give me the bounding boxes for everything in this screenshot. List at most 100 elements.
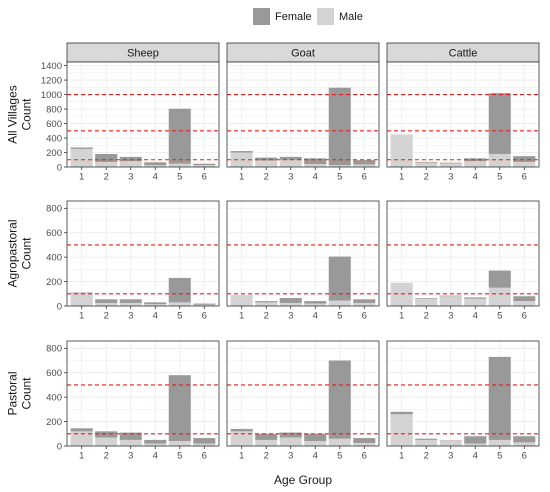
bar-male — [144, 165, 167, 167]
x-tick-label: 3 — [288, 311, 293, 322]
x-tick-label: 6 — [362, 451, 367, 462]
panel-sheep: 1 2 3 4 5 6 — [66, 340, 220, 462]
bar-female — [464, 158, 487, 162]
bar-female — [353, 438, 376, 443]
bar-female — [464, 297, 487, 299]
bar-male — [279, 159, 302, 167]
x-tick-label: 4 — [313, 451, 318, 462]
facet-grid: All VillagesCount02004006008001000120014… — [6, 42, 540, 462]
y-tick-label: 0 — [57, 301, 62, 312]
row-label: AgropastoralCount — [6, 219, 34, 287]
x-tick-label: 5 — [177, 172, 182, 183]
x-tick-label: 2 — [424, 172, 429, 183]
x-tick-label: 5 — [497, 311, 502, 322]
x-tick-label: 2 — [424, 451, 429, 462]
bar-male — [353, 442, 376, 446]
x-tick-label: 6 — [522, 451, 527, 462]
x-tick-label: 2 — [104, 311, 109, 322]
plot-background — [227, 341, 379, 446]
x-tick-label: 1 — [399, 311, 404, 322]
bar-female — [95, 153, 118, 162]
panel-cattle: Cattle 1 2 3 4 5 6 — [386, 42, 540, 183]
bar-male — [415, 162, 438, 167]
plot-background — [67, 201, 219, 306]
bar-female — [353, 299, 376, 303]
x-tick-label: 4 — [313, 311, 318, 322]
x-tick-label: 6 — [202, 172, 207, 183]
x-tick-label: 1 — [79, 172, 84, 183]
panel-border — [386, 200, 540, 307]
bar-male — [230, 431, 253, 446]
panel-border — [226, 61, 380, 168]
bar-male — [353, 164, 376, 167]
y-tick-label: 200 — [46, 277, 62, 288]
x-tick-label: 6 — [202, 311, 207, 322]
bar-male — [230, 295, 253, 306]
panel-border — [66, 61, 220, 168]
x-tick-label: 5 — [497, 172, 502, 183]
x-tick-label: 6 — [202, 451, 207, 462]
x-tick-label: 5 — [177, 311, 182, 322]
x-tick-label: 2 — [264, 451, 269, 462]
x-tick-label: 1 — [79, 451, 84, 462]
x-tick-label: 4 — [473, 172, 478, 183]
bar-female — [119, 432, 142, 440]
bar-female — [279, 298, 302, 303]
x-axis-title: Age Group — [274, 473, 332, 487]
bar-male — [390, 414, 413, 446]
bar-male — [144, 304, 167, 306]
bar-male — [70, 148, 93, 167]
x-tick-label: 3 — [448, 172, 453, 183]
panel-cattle: 1 2 3 4 5 6 — [386, 340, 540, 462]
bar-female — [168, 375, 191, 442]
y-tick-label: 600 — [46, 368, 62, 379]
x-tick-label: 1 — [239, 172, 244, 183]
bar-female — [255, 433, 278, 440]
legend: Female Male — [253, 8, 363, 25]
y-tick-label: 800 — [46, 104, 62, 115]
bar-female — [513, 436, 536, 443]
bar-female — [328, 87, 351, 166]
panel-border — [66, 200, 220, 307]
bar-female — [304, 301, 327, 304]
legend-swatch-female — [253, 8, 270, 25]
strip-label: Cattle — [449, 48, 478, 60]
bar-male — [95, 161, 118, 167]
bar-female — [144, 162, 167, 166]
bar-male — [70, 431, 93, 446]
x-tick-label: 2 — [264, 311, 269, 322]
bar-female — [513, 296, 536, 302]
bar-female — [279, 432, 302, 438]
x-tick-label: 1 — [239, 311, 244, 322]
bar-male — [439, 441, 462, 446]
row-label: All VillagesCount — [6, 85, 34, 143]
y-tick-label: 600 — [46, 228, 62, 239]
bar-female — [119, 156, 142, 162]
panel-border — [66, 340, 220, 447]
bar-female — [193, 163, 216, 166]
x-tick-label: 3 — [128, 172, 133, 183]
bar-female — [353, 160, 376, 165]
bar-male — [439, 296, 462, 306]
bar-male — [193, 304, 216, 306]
bar-female — [255, 301, 278, 303]
bar-female — [168, 108, 191, 164]
bar-female — [193, 438, 216, 444]
bar-male — [119, 161, 142, 167]
bar-female — [439, 295, 462, 297]
bar-female — [119, 299, 142, 303]
bar-female — [70, 428, 93, 432]
bar-female — [328, 360, 351, 439]
bar-female — [144, 439, 167, 444]
x-tick-label: 2 — [104, 451, 109, 462]
x-tick-label: 1 — [399, 172, 404, 183]
bar-male — [70, 293, 93, 306]
bar-male — [390, 282, 413, 306]
panel-border — [386, 340, 540, 447]
bar-male — [255, 439, 278, 446]
x-tick-label: 5 — [337, 172, 342, 183]
x-tick-label: 5 — [497, 451, 502, 462]
bar-male — [168, 163, 191, 167]
bar-male — [95, 437, 118, 446]
x-tick-label: 4 — [153, 311, 158, 322]
